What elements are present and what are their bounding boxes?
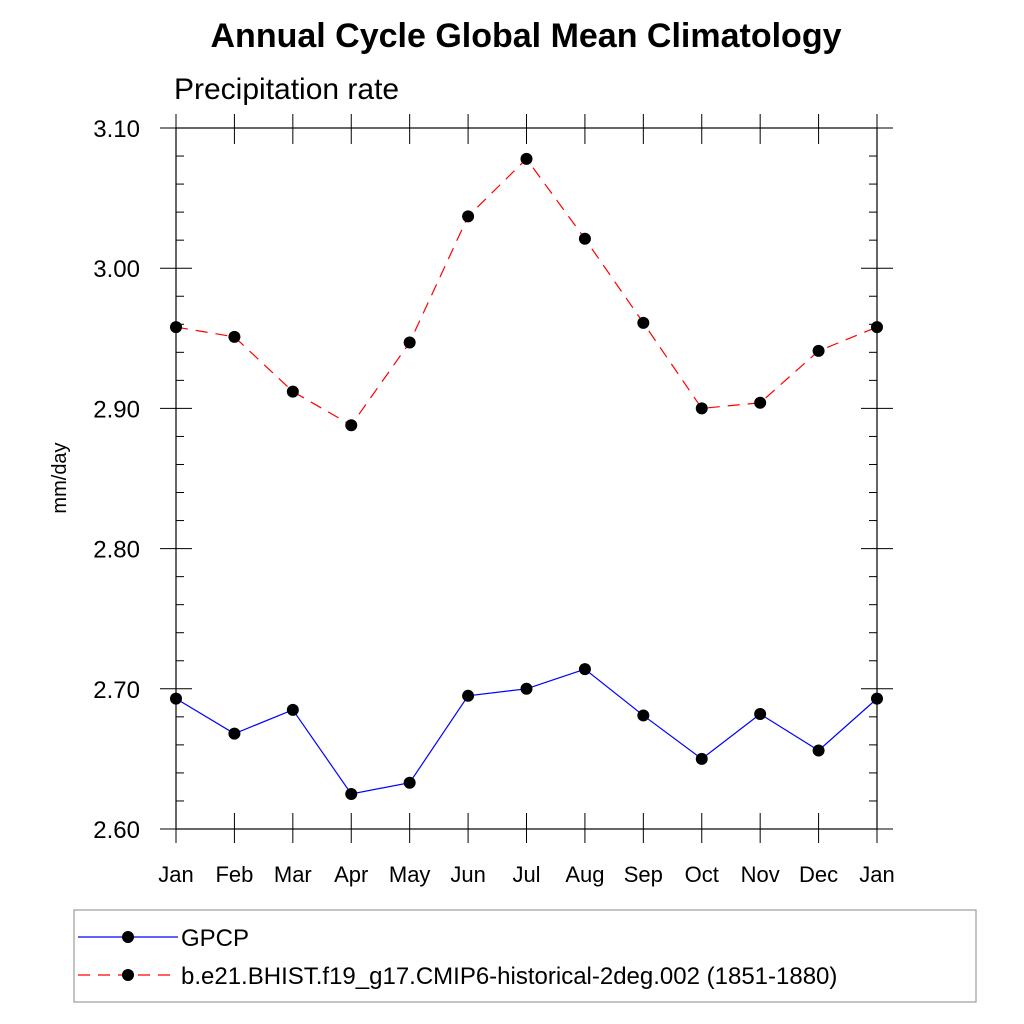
x-tick-label: Mar: [274, 862, 312, 887]
series-line-2: [175, 157, 878, 427]
series-2-point: [403, 336, 416, 349]
x-tick-label: Sep: [624, 862, 663, 887]
y-tick-label: 2.70: [93, 677, 140, 704]
x-tick-label: Aug: [565, 862, 604, 887]
legend-marker-2: [122, 969, 134, 981]
series-2-point: [286, 385, 299, 398]
series-1-point: [578, 663, 591, 676]
series-1-point: [871, 692, 883, 705]
series-1-point: [520, 682, 533, 695]
x-tick-label: Jan: [859, 862, 894, 887]
legend-box: [73, 909, 977, 1003]
legend-label-2: b.e21.BHIST.f19_g17.CMIP6-historical-2de…: [181, 963, 837, 990]
x-tick-label: Jul: [512, 862, 540, 887]
series-2-point: [170, 321, 182, 334]
series-1-point: [286, 703, 299, 716]
series-1-point: [695, 752, 708, 765]
series-2-point: [578, 232, 591, 245]
series-1-point: [812, 744, 825, 757]
series-2-point: [754, 396, 767, 409]
y-tick-label: 2.60: [93, 817, 140, 844]
series-2-point: [462, 210, 475, 223]
series-2-point: [637, 316, 650, 329]
x-tick-label: May: [389, 862, 431, 887]
x-tick-label: Nov: [741, 862, 780, 887]
chart-title: Annual Cycle Global Mean Climatology: [211, 17, 842, 55]
series-2-point: [228, 330, 241, 343]
y-axis-label: mm/day: [49, 442, 71, 513]
series-layer: [170, 152, 883, 800]
legend: GPCP b.e21.BHIST.f19_g17.CMIP6-historical…: [73, 909, 977, 1003]
y-tick-label: 2.90: [93, 396, 140, 423]
series-2-point: [812, 344, 825, 357]
series-1-point: [754, 708, 767, 721]
series-1-point: [637, 709, 650, 722]
x-tick-label: Jan: [158, 862, 193, 887]
series-1-point: [462, 689, 475, 702]
series-2-point: [520, 152, 533, 165]
series-2-point: [871, 321, 883, 334]
x-tick-label: Apr: [334, 862, 368, 887]
chart-subtitle: Precipitation rate: [174, 73, 399, 106]
y-tick-label: 3.00: [93, 256, 140, 283]
legend-marker-1: [122, 931, 134, 943]
x-tick-label: Feb: [215, 862, 253, 887]
y-tick-label: 2.80: [93, 537, 140, 564]
legend-label-1: GPCP: [181, 925, 249, 952]
series-1-point: [403, 776, 416, 789]
axes: Jan Feb Mar Apr May Jun Jul Aug Sep Oct Nov Dec Jan 2…: [93, 114, 895, 887]
y-tick-label: 3.10: [93, 116, 140, 143]
series-1-point: [170, 692, 182, 705]
x-tick-label: Jun: [450, 862, 485, 887]
series-1-point: [345, 787, 358, 800]
x-tick-label: Oct: [685, 862, 719, 887]
series-2-point: [345, 419, 358, 432]
series-2-point: [695, 402, 708, 415]
plot-frame: [175, 127, 878, 830]
series-1-point: [228, 727, 241, 740]
x-tick-label: Dec: [799, 862, 838, 887]
